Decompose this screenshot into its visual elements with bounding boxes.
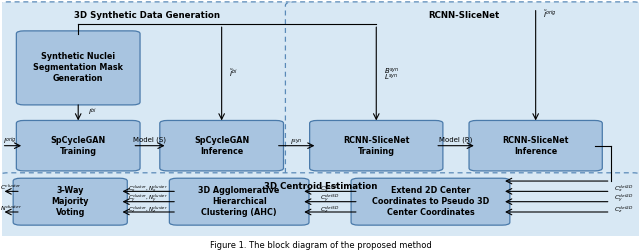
FancyBboxPatch shape [17,120,140,171]
FancyBboxPatch shape [310,120,443,171]
Text: $C_y^{cluster}, N_y^{cluster}$: $C_y^{cluster}, N_y^{cluster}$ [128,193,168,205]
Text: $I^{orig}$: $I^{orig}$ [3,136,17,147]
Text: SpCycleGAN
Inference: SpCycleGAN Inference [194,136,249,156]
Text: $C_y^{det3D}$: $C_y^{det3D}$ [320,193,340,205]
Text: 3D Centroid Estimation: 3D Centroid Estimation [264,182,377,190]
Text: 3D Agglomerative
Hierarchical
Clustering (AHC): 3D Agglomerative Hierarchical Clustering… [198,186,280,217]
Text: RCNN-SliceNet
Training: RCNN-SliceNet Training [343,136,410,156]
Text: $N^{cluster}$: $N^{cluster}$ [1,204,22,213]
Text: $I^{bi}$: $I^{bi}$ [88,107,97,118]
Text: Model (S): Model (S) [133,136,166,143]
Text: 3-Way
Majority
Voting: 3-Way Majority Voting [51,186,89,217]
Text: Model (R): Model (R) [439,136,473,143]
Text: $\tilde{I}^{orig}$: $\tilde{I}^{orig}$ [543,9,557,20]
Text: RCNN-SliceNet: RCNN-SliceNet [428,10,500,20]
FancyBboxPatch shape [160,120,284,171]
Text: Synthetic Nuclei
Segmentation Mask
Generation: Synthetic Nuclei Segmentation Mask Gener… [33,52,123,84]
Text: $C_x^{det2D}$: $C_x^{det2D}$ [614,183,634,194]
Text: $C^{cluster}$: $C^{cluster}$ [1,183,22,192]
Text: $I^{syn}$: $I^{syn}$ [290,137,303,147]
Text: $L^{syn}$: $L^{syn}$ [384,72,399,82]
Text: Extend 2D Center
Coordinates to Pseudo 3D
Center Coordinates: Extend 2D Center Coordinates to Pseudo 3… [372,186,489,217]
FancyBboxPatch shape [17,31,140,105]
FancyBboxPatch shape [469,120,602,171]
Text: $C_y^{det2D}$: $C_y^{det2D}$ [614,193,634,205]
Text: SpCycleGAN
Training: SpCycleGAN Training [51,136,106,156]
Text: 3D Synthetic Data Generation: 3D Synthetic Data Generation [74,10,220,20]
Text: $C_z^{cluster}, N_z^{cluster}$: $C_z^{cluster}, N_z^{cluster}$ [128,204,168,214]
FancyBboxPatch shape [170,178,309,225]
FancyBboxPatch shape [0,2,295,179]
Text: $C_x^{cluster}, N_x^{cluster}$: $C_x^{cluster}, N_x^{cluster}$ [128,183,168,194]
Text: $\tilde{I}^{bi}$: $\tilde{I}^{bi}$ [229,68,238,80]
FancyBboxPatch shape [13,178,127,225]
Text: $C_x^{det3D}$: $C_x^{det3D}$ [320,183,340,194]
Text: $C_z^{det3D}$: $C_z^{det3D}$ [320,204,340,214]
Text: $B^{syn}$: $B^{syn}$ [384,66,399,76]
FancyBboxPatch shape [0,173,640,238]
FancyBboxPatch shape [351,178,510,225]
FancyBboxPatch shape [285,2,640,179]
Text: RCNN-SliceNet
Inference: RCNN-SliceNet Inference [502,136,569,156]
Text: $C_z^{det2D}$: $C_z^{det2D}$ [614,204,634,214]
Text: Figure 1. The block diagram of the proposed method: Figure 1. The block diagram of the propo… [210,241,431,250]
